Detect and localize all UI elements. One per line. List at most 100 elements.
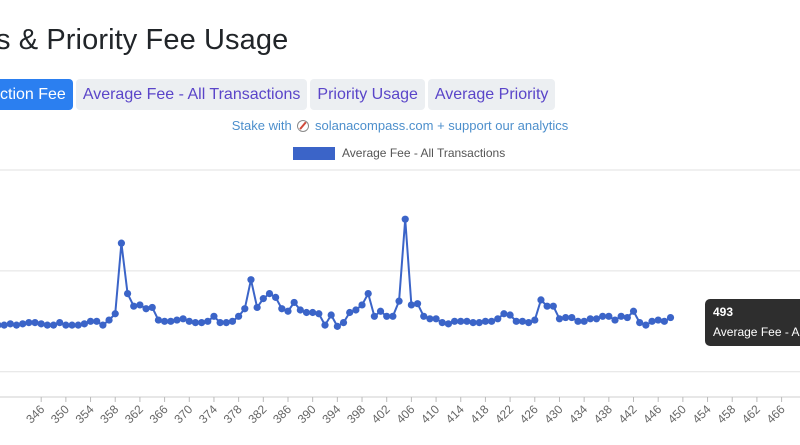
x-tick-label: 382	[245, 402, 269, 426]
x-tick-label: 410	[418, 402, 442, 426]
data-point	[0, 321, 8, 329]
data-point	[562, 313, 570, 322]
data-point	[191, 318, 200, 327]
x-tick-label: 358	[97, 402, 121, 426]
x-tick-label: 374	[196, 402, 220, 426]
x-tick-label: 378	[221, 402, 245, 426]
data-point	[321, 321, 329, 329]
x-tick-label: 414	[443, 402, 467, 426]
x-tick-label: 398	[344, 402, 368, 426]
promo-text-after: solanacompass.com + support our analytic…	[314, 118, 569, 134]
x-tick-label: 454	[690, 402, 714, 426]
x-tick-label: 446	[640, 402, 664, 426]
data-point	[235, 312, 243, 320]
data-point	[290, 298, 298, 307]
x-tick-label: 466	[764, 402, 788, 426]
x-tick-label: 354	[73, 402, 97, 426]
data-point	[259, 295, 267, 303]
data-point	[105, 316, 113, 324]
data-point	[136, 301, 144, 309]
x-tick-label: 406	[393, 402, 417, 426]
data-point	[154, 316, 163, 324]
data-point	[401, 215, 409, 223]
data-point	[463, 317, 471, 325]
data-point	[617, 312, 625, 320]
data-point	[284, 307, 292, 315]
data-point	[549, 302, 557, 310]
x-tick-label: 362	[122, 402, 146, 426]
x-tick-label: 346	[23, 402, 47, 426]
data-point	[611, 316, 619, 324]
x-tick-label: 434	[566, 402, 590, 426]
x-tick-label: 402	[369, 402, 393, 426]
x-tick-label: 370	[171, 402, 195, 426]
data-point	[370, 312, 378, 320]
data-point	[438, 318, 446, 327]
tab-average-priority[interactable]: Average Priority	[427, 79, 556, 110]
data-point	[93, 317, 101, 325]
x-tick-label: 458	[714, 402, 738, 426]
data-point	[272, 293, 280, 301]
chart-tooltip: 493 Average Fee - A	[705, 299, 800, 346]
tab-transaction-fee[interactable]: ction Fee	[0, 79, 73, 110]
data-point	[592, 315, 601, 323]
data-point	[376, 307, 385, 315]
data-point	[537, 296, 545, 304]
data-point	[457, 317, 465, 325]
x-tick-label: 418	[467, 402, 491, 426]
data-point	[111, 310, 119, 318]
x-tick-label: 422	[492, 402, 516, 426]
compass-icon	[297, 119, 310, 132]
data-point	[555, 315, 564, 323]
chart-legend[interactable]: Average Fee - All Transactions	[293, 146, 505, 160]
data-point	[512, 317, 520, 325]
data-point	[420, 312, 428, 320]
x-tick-label: 430	[542, 402, 566, 426]
data-point	[531, 316, 539, 324]
data-point	[518, 317, 527, 325]
data-point	[216, 318, 224, 327]
data-point	[574, 317, 582, 325]
data-point	[278, 305, 286, 313]
data-point	[444, 320, 453, 328]
data-point	[56, 318, 64, 327]
data-point	[629, 307, 638, 315]
x-tick-label: 442	[616, 402, 640, 426]
data-point	[654, 316, 662, 324]
data-point	[315, 310, 323, 318]
data-point	[568, 313, 576, 322]
data-point	[265, 289, 274, 298]
data-point	[173, 316, 181, 324]
data-point	[648, 317, 656, 325]
x-tick-label: 462	[739, 402, 763, 426]
data-point	[364, 289, 372, 298]
data-point	[31, 318, 39, 327]
x-tick-label: 350	[48, 402, 72, 426]
data-point	[25, 318, 33, 327]
page-title: s & Priority Fee Usage	[0, 24, 289, 56]
data-point	[506, 311, 514, 319]
stake-promo-link[interactable]: Stake with solanacompass.com + support o…	[0, 117, 800, 133]
data-point	[167, 317, 175, 325]
data-point	[179, 315, 187, 323]
data-point	[666, 313, 675, 322]
data-point	[469, 318, 477, 327]
data-point	[599, 312, 607, 320]
x-tick-label: 426	[517, 402, 541, 426]
data-point	[43, 321, 51, 329]
data-point	[37, 320, 45, 328]
data-point	[358, 301, 366, 309]
tab-average-fee-all[interactable]: Average Fee - All Transactions	[75, 79, 308, 110]
data-point	[494, 315, 502, 323]
promo-text-before: Stake with	[231, 118, 292, 134]
data-point	[68, 321, 76, 329]
data-point	[327, 311, 335, 319]
chart-tabs: ction Fee Average Fee - All Transactions…	[0, 79, 556, 110]
data-point	[309, 308, 317, 317]
data-point	[660, 317, 668, 325]
tab-priority-usage[interactable]: Priority Usage	[310, 79, 425, 110]
data-point	[62, 321, 70, 329]
data-point	[247, 276, 255, 284]
data-point	[241, 305, 249, 313]
legend-swatch	[293, 146, 335, 160]
